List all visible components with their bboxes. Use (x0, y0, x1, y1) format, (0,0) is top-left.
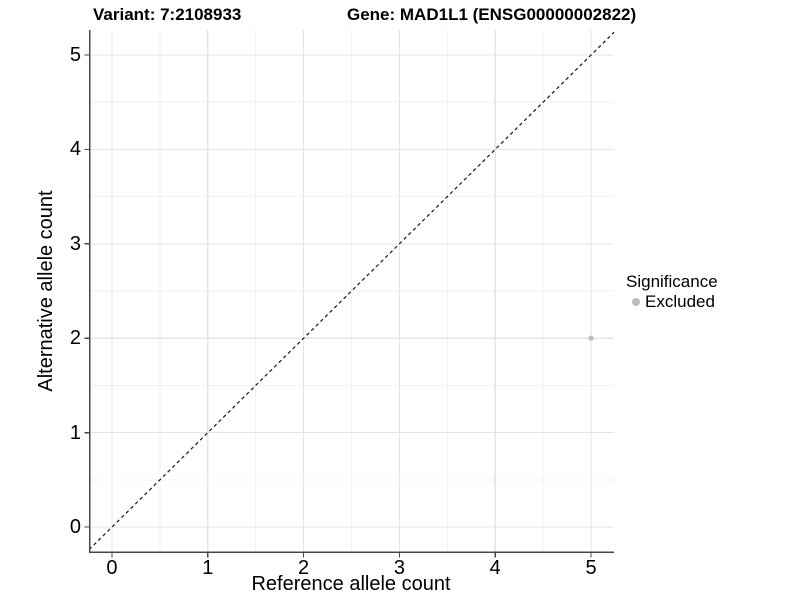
scatter-plot-canvas (84, 30, 615, 558)
y-tick-label: 2 (69, 327, 81, 350)
y-tick-label: 5 (69, 44, 81, 67)
x-tick-label: 1 (202, 557, 214, 579)
excluded-point-marker-icon (632, 297, 640, 306)
x-axis-title: Reference allele count (251, 573, 451, 595)
y-tick-label: 0 (69, 516, 81, 539)
legend-item: Excluded (626, 292, 718, 311)
figure-title-gene: Gene: MAD1L1 (ENSG00000002822) (347, 5, 637, 24)
y-tick-label: 3 (69, 232, 81, 255)
y-tick-label: 1 (69, 421, 81, 444)
x-tick-label: 2 (298, 557, 310, 579)
identity-line (88, 31, 615, 551)
figure-title-variant: Variant: 7:2108933 (93, 5, 242, 24)
y-axis-title: Alternative allele count (35, 190, 57, 392)
plot-panel (84, 30, 615, 558)
legend-title: Significance (626, 272, 718, 291)
x-tick-label: 0 (106, 557, 118, 579)
x-tick-label: 5 (585, 557, 597, 579)
x-tick-label: 3 (393, 557, 405, 579)
x-tick-label: 4 (489, 557, 501, 579)
y-tick-label: 4 (69, 138, 81, 161)
legend-item-label: Excluded (645, 292, 715, 311)
legend: Significance Excluded (626, 272, 718, 311)
data-point-excluded (588, 335, 594, 341)
